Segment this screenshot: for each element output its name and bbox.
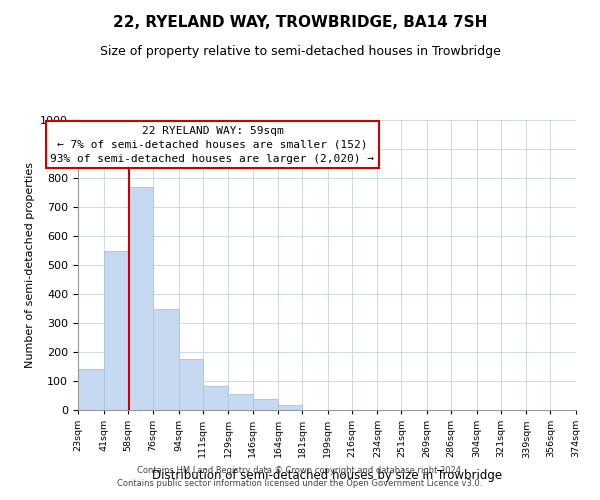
X-axis label: Distribution of semi-detached houses by size in Trowbridge: Distribution of semi-detached houses by … <box>152 468 502 481</box>
Bar <box>128 186 153 410</box>
Bar <box>253 400 278 410</box>
Bar <box>179 359 203 410</box>
Text: 22, RYELAND WAY, TROWBRIDGE, BA14 7SH: 22, RYELAND WAY, TROWBRIDGE, BA14 7SH <box>113 15 487 30</box>
Bar <box>278 405 302 410</box>
Text: Size of property relative to semi-detached houses in Trowbridge: Size of property relative to semi-detach… <box>100 45 500 58</box>
Text: Contains HM Land Registry data © Crown copyright and database right 2024.
Contai: Contains HM Land Registry data © Crown c… <box>118 466 482 487</box>
Bar <box>104 250 128 410</box>
Bar <box>153 308 179 410</box>
Text: 22 RYELAND WAY: 59sqm
← 7% of semi-detached houses are smaller (152)
93% of semi: 22 RYELAND WAY: 59sqm ← 7% of semi-detac… <box>50 126 374 164</box>
Bar <box>203 386 229 410</box>
Bar <box>229 394 253 410</box>
Y-axis label: Number of semi-detached properties: Number of semi-detached properties <box>25 162 35 368</box>
Bar <box>78 370 104 410</box>
